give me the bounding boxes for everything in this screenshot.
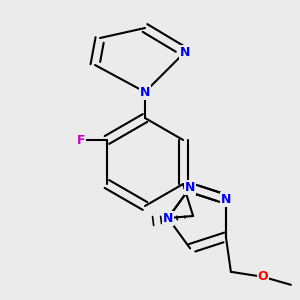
Text: N: N bbox=[221, 193, 231, 206]
Text: F: F bbox=[76, 134, 85, 146]
Text: N: N bbox=[140, 85, 150, 98]
Text: N: N bbox=[180, 46, 190, 59]
Text: N: N bbox=[185, 181, 195, 194]
Text: O: O bbox=[258, 270, 268, 283]
Text: N: N bbox=[163, 212, 173, 224]
